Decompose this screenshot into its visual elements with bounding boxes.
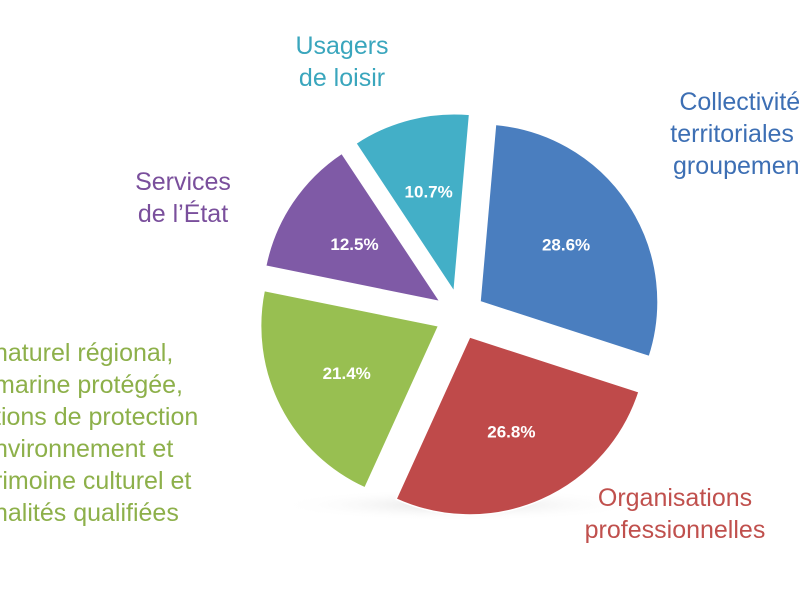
- pie-slice-naturel-regional: [259, 289, 440, 489]
- category-label-collectivites: Collectivités territoriales et groupements: [626, 86, 800, 182]
- category-label-line: nalités qualifiées: [0, 499, 179, 527]
- slice-value-label: 10.7%: [405, 183, 453, 202]
- category-label-line: Services: [135, 168, 231, 196]
- slice-value-label: 12.5%: [330, 235, 378, 254]
- slice-value-label: 21.4%: [323, 364, 371, 383]
- category-label-line: Organisations: [597, 484, 753, 512]
- slice-value-label: 28.6%: [542, 236, 590, 255]
- category-label-line: Collectivités: [679, 88, 800, 116]
- category-label-usagers: Usagers de loisir: [272, 30, 412, 94]
- pie-slice-services: [264, 152, 442, 303]
- pie-slice-usagers: [354, 113, 471, 294]
- category-label-organisations: Organisations professionnelles: [555, 482, 795, 546]
- category-label-line: professionnelles: [584, 516, 766, 544]
- category-label-services: Services de l’État: [118, 166, 248, 230]
- category-label-line: marine protégée,: [0, 371, 184, 399]
- category-label-line: tions de protection: [0, 403, 199, 431]
- category-label-line: rimoine culturel et: [0, 467, 192, 495]
- category-label-line: naturel régional,: [0, 339, 174, 367]
- pie-slice-collectivites: [479, 123, 659, 358]
- category-label-line: Usagers: [295, 32, 389, 60]
- pie-slice-organisations: [395, 336, 640, 516]
- category-label-line: territoriales et: [670, 120, 800, 148]
- category-label-line: nvironnement et: [0, 435, 174, 463]
- category-label-line: de loisir: [298, 64, 386, 92]
- category-label-line: groupements: [673, 152, 800, 180]
- slice-value-label: 26.8%: [487, 422, 535, 441]
- category-label-line: de l’État: [137, 200, 229, 228]
- category-label-naturel-regional: naturel régional, marine protégée, tions d…: [0, 337, 254, 529]
